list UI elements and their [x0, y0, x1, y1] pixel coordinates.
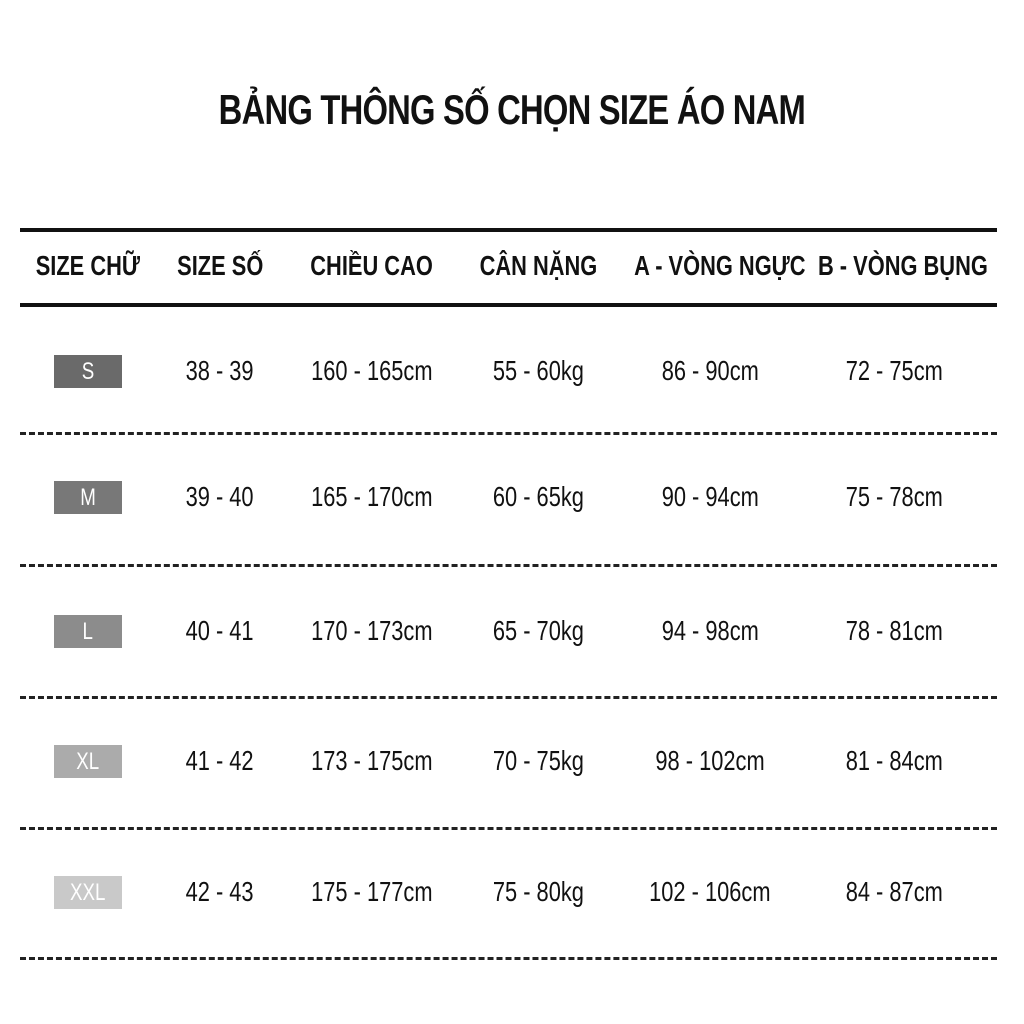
table-cell-value: 65 - 70kg — [492, 615, 584, 646]
column-header: CÂN NẶNG — [438, 250, 638, 282]
page-title: BẢNG THÔNG SỐ CHỌN SIZE ÁO NAM — [218, 86, 806, 133]
row-divider — [20, 957, 997, 960]
table-cell-value: 70 - 75kg — [492, 745, 584, 776]
table-cell: 75 - 80kg — [438, 876, 638, 908]
column-header-label: A - VÒNG NGỰC — [634, 250, 806, 281]
table-cell-value: 102 - 106cm — [649, 876, 771, 907]
table-cell: 40 - 41 — [120, 615, 320, 647]
column-header: B - VÒNG BỤNG — [794, 250, 994, 282]
table-cell: 65 - 70kg — [438, 615, 638, 647]
table-cell-value: 86 - 90cm — [661, 355, 759, 386]
table-cell-value: 98 - 102cm — [655, 745, 765, 776]
table-cell: 55 - 60kg — [438, 355, 638, 387]
table-cell: 39 - 40 — [120, 481, 320, 513]
row-divider — [20, 827, 997, 830]
table-top-rule — [20, 228, 997, 232]
table-cell-value: 170 - 173cm — [311, 615, 433, 646]
table-cell: 75 - 78cm — [794, 481, 994, 513]
table-cell: 42 - 43 — [120, 876, 320, 908]
table-cell: 72 - 75cm — [794, 355, 994, 387]
size-badge: M — [54, 481, 122, 514]
table-cell-value: 175 - 177cm — [311, 876, 433, 907]
column-header: CHIỀU CAO — [272, 250, 472, 282]
table-cell: 41 - 42 — [120, 745, 320, 777]
table-cell-value: 39 - 40 — [185, 481, 254, 512]
table-cell: 84 - 87cm — [794, 876, 994, 908]
table-cell-value: 165 - 170cm — [311, 481, 433, 512]
column-header: A - VÒNG NGỰC — [610, 250, 810, 282]
table-cell: 38 - 39 — [120, 355, 320, 387]
table-cell-value: 90 - 94cm — [661, 481, 759, 512]
header-bottom-rule — [20, 303, 997, 307]
column-header-label: CHIỀU CAO — [310, 250, 434, 281]
column-header: SIZE SỐ — [120, 250, 320, 282]
table-cell-value: 42 - 43 — [185, 876, 254, 907]
size-badge-label: XL — [76, 748, 100, 775]
table-cell: 81 - 84cm — [794, 745, 994, 777]
column-header-label: SIZE CHỮ — [35, 250, 141, 281]
table-cell-value: 173 - 175cm — [311, 745, 433, 776]
table-cell: 102 - 106cm — [610, 876, 810, 908]
size-badge-label: L — [82, 618, 94, 645]
size-badge-label: M — [80, 484, 96, 511]
row-divider — [20, 696, 997, 699]
table-cell: 70 - 75kg — [438, 745, 638, 777]
table-cell-value: 72 - 75cm — [845, 355, 943, 386]
table-cell: 94 - 98cm — [610, 615, 810, 647]
column-header-label: SIZE SỐ — [176, 250, 264, 281]
table-cell-value: 55 - 60kg — [492, 355, 584, 386]
size-badge: XXL — [54, 876, 122, 909]
column-header: SIZE CHỮ — [0, 250, 188, 282]
size-badge-label: S — [81, 358, 95, 385]
table-cell: 60 - 65kg — [438, 481, 638, 513]
column-header-label: B - VÒNG BỤNG — [817, 250, 988, 281]
size-badge-label: XXL — [70, 879, 106, 906]
table-cell-value: 81 - 84cm — [845, 745, 943, 776]
table-cell: 98 - 102cm — [610, 745, 810, 777]
table-cell-value: 75 - 80kg — [492, 876, 584, 907]
table-cell-value: 160 - 165cm — [311, 355, 433, 386]
table-cell-value: 60 - 65kg — [492, 481, 584, 512]
table-cell: 90 - 94cm — [610, 481, 810, 513]
table-cell: 170 - 173cm — [272, 615, 472, 647]
table-cell: 160 - 165cm — [272, 355, 472, 387]
table-cell-value: 94 - 98cm — [661, 615, 759, 646]
table-cell: 173 - 175cm — [272, 745, 472, 777]
column-header-label: CÂN NẶNG — [479, 250, 597, 281]
table-cell: 175 - 177cm — [272, 876, 472, 908]
size-badge: L — [54, 615, 122, 648]
table-cell: 78 - 81cm — [794, 615, 994, 647]
table-cell-value: 78 - 81cm — [845, 615, 943, 646]
table-cell: 165 - 170cm — [272, 481, 472, 513]
row-divider — [20, 432, 997, 435]
table-cell-value: 38 - 39 — [185, 355, 254, 386]
table-cell-value: 41 - 42 — [185, 745, 254, 776]
table-cell-value: 75 - 78cm — [845, 481, 943, 512]
row-divider — [20, 564, 997, 567]
table-cell: 86 - 90cm — [610, 355, 810, 387]
table-cell-value: 84 - 87cm — [845, 876, 943, 907]
table-cell-value: 40 - 41 — [185, 615, 254, 646]
size-badge: S — [54, 355, 122, 388]
size-badge: XL — [54, 745, 122, 778]
